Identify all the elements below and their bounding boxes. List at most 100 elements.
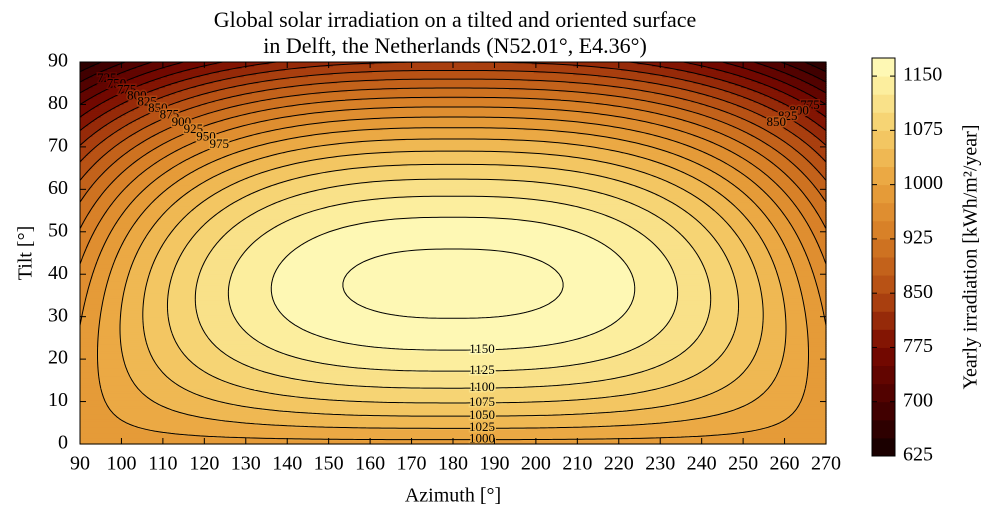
contour-fill bbox=[815, 108, 827, 112]
contour-fill bbox=[332, 72, 574, 76]
contour-fill bbox=[80, 250, 85, 254]
contour-fill bbox=[823, 310, 827, 314]
contour-fill bbox=[801, 291, 819, 294]
contour-fill bbox=[119, 333, 145, 337]
contour-fill bbox=[156, 108, 187, 112]
contour-fill bbox=[811, 146, 827, 150]
contour-fill bbox=[96, 144, 116, 148]
contour-fill bbox=[687, 348, 728, 352]
contour-fill bbox=[181, 250, 212, 254]
contour-fill bbox=[162, 95, 195, 99]
contour-fill bbox=[191, 106, 230, 110]
contour-fill bbox=[84, 253, 102, 256]
contour-fill bbox=[716, 157, 744, 161]
contour-fill bbox=[214, 214, 251, 218]
contour-fill bbox=[697, 397, 759, 401]
contour-fill bbox=[291, 178, 406, 182]
contour-fill bbox=[796, 98, 819, 101]
contour-fill bbox=[620, 68, 678, 72]
contour-fill bbox=[196, 127, 232, 131]
contour-fill bbox=[167, 238, 193, 241]
contour-fill bbox=[753, 89, 779, 93]
contour-fill bbox=[790, 74, 815, 78]
contour-fill bbox=[129, 204, 152, 207]
contour-fill bbox=[241, 327, 303, 330]
contour-fill bbox=[676, 295, 711, 299]
contour-fill bbox=[154, 178, 181, 182]
contour-fill bbox=[817, 66, 827, 69]
contour-fill bbox=[142, 312, 168, 316]
contour-fill bbox=[668, 320, 707, 324]
contour-fill bbox=[805, 70, 827, 74]
contour-fill bbox=[142, 242, 164, 246]
contour-label: 875 bbox=[160, 107, 180, 122]
contour-fill bbox=[537, 221, 622, 224]
contour-fill bbox=[117, 176, 137, 180]
contour-fill bbox=[289, 76, 618, 80]
contour-fill bbox=[676, 278, 709, 282]
contour-fill bbox=[794, 163, 813, 167]
contour-fill bbox=[761, 140, 786, 144]
contour-fill bbox=[693, 134, 726, 137]
contour-fill bbox=[154, 259, 178, 263]
contour-fill bbox=[268, 62, 375, 65]
contour-label: 850 bbox=[148, 100, 168, 115]
contour-fill bbox=[699, 371, 744, 375]
contour-fill bbox=[208, 253, 245, 256]
contour-fill bbox=[144, 210, 166, 214]
contour-fill bbox=[712, 117, 742, 120]
contour-fill bbox=[80, 431, 164, 434]
contour-fill bbox=[753, 225, 775, 229]
x-tick-label: 180 bbox=[438, 453, 468, 475]
contour-fill bbox=[709, 306, 740, 309]
contour-fill bbox=[125, 138, 147, 142]
contour-fill bbox=[181, 134, 214, 137]
contour-fill bbox=[544, 414, 715, 418]
contour-fill bbox=[131, 378, 170, 381]
contour-fill bbox=[260, 369, 411, 373]
contour-fill bbox=[80, 197, 83, 201]
contour-fill bbox=[759, 153, 784, 156]
contour-fill bbox=[606, 193, 657, 197]
contour-fill bbox=[734, 329, 763, 333]
contour-fill bbox=[80, 388, 102, 392]
contour-fill bbox=[131, 227, 152, 231]
contour-fill bbox=[146, 168, 172, 171]
contour-fill bbox=[121, 62, 149, 65]
contour-fill bbox=[778, 278, 798, 282]
colorbar-frame bbox=[871, 57, 896, 457]
contour-fill bbox=[811, 231, 827, 235]
contour-fill bbox=[709, 284, 738, 288]
contour-fill bbox=[100, 102, 125, 106]
contour-fill bbox=[266, 142, 340, 146]
contour-fill bbox=[167, 127, 197, 131]
contour-fill bbox=[738, 236, 761, 239]
contour-fill bbox=[289, 219, 386, 222]
contour-fill bbox=[724, 219, 748, 222]
contour-fill bbox=[175, 225, 203, 229]
contour-fill bbox=[123, 354, 152, 358]
contour-fill bbox=[204, 329, 245, 333]
contour-fill bbox=[585, 335, 655, 339]
contour-fill bbox=[274, 303, 632, 307]
contour-fill bbox=[256, 110, 326, 114]
contour-fill bbox=[612, 248, 661, 252]
contour-fill bbox=[131, 261, 156, 265]
contour-fill bbox=[123, 240, 143, 243]
contour-fill bbox=[709, 282, 738, 286]
contour-fill bbox=[177, 223, 205, 227]
contour-fill bbox=[786, 142, 808, 146]
contour-fill bbox=[113, 132, 137, 135]
contour-fill bbox=[206, 149, 245, 152]
contour-fill bbox=[755, 354, 784, 358]
contour-fill bbox=[720, 98, 750, 101]
contour-fill bbox=[720, 244, 744, 248]
contour-fill bbox=[734, 280, 761, 284]
contour-fill bbox=[678, 231, 711, 235]
contour-fill bbox=[88, 242, 106, 246]
contour-fill bbox=[191, 142, 224, 146]
contour-fill bbox=[506, 401, 684, 405]
contour-fill bbox=[701, 329, 736, 333]
contour-fill bbox=[125, 365, 160, 369]
contour-fill bbox=[724, 250, 748, 254]
